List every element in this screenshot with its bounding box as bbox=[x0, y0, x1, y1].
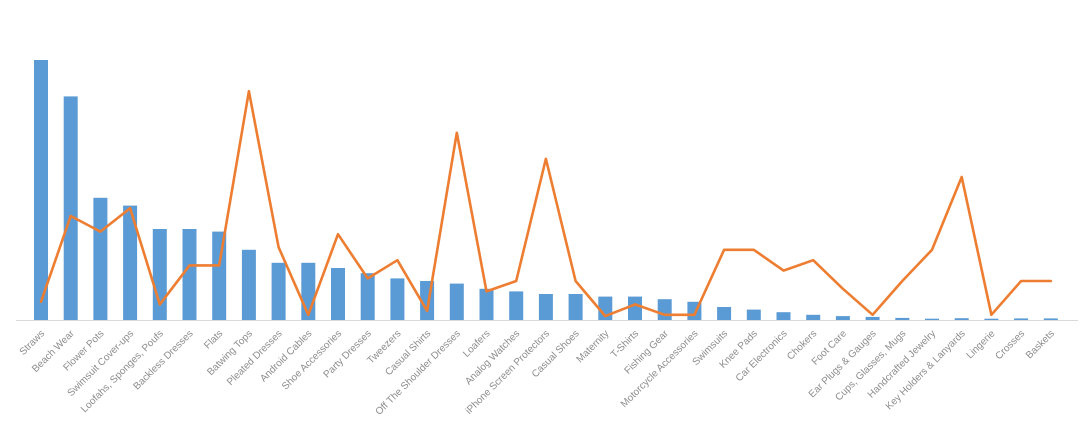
bar-fishing-gear bbox=[657, 299, 672, 320]
bar-ear-plugs-gauges bbox=[865, 316, 880, 320]
x-axis-label-crosses: Crosses bbox=[994, 328, 1028, 362]
bar-series-group bbox=[34, 60, 1058, 321]
bar-tweezers bbox=[390, 278, 405, 320]
bar-cups-glasses-mugs bbox=[895, 317, 910, 320]
bar-key-holders-lanyards bbox=[954, 318, 969, 320]
bar-batwing-tops bbox=[241, 249, 256, 320]
bar-flower-pots bbox=[93, 197, 108, 320]
bar-crosses bbox=[1014, 318, 1029, 320]
bar-straws bbox=[34, 60, 48, 320]
bar-swimsuit-cover-ups bbox=[123, 205, 138, 320]
bar-chokers bbox=[806, 314, 821, 320]
x-axis-label-android-cables: Android Cables bbox=[258, 328, 314, 384]
bar-t-shirts bbox=[628, 296, 642, 320]
bar-party-dresses bbox=[360, 273, 375, 320]
bar-shoe-accessories bbox=[331, 268, 345, 320]
x-axis-label-baskets: Baskets bbox=[1024, 328, 1057, 361]
bar-foot-care bbox=[835, 316, 850, 320]
bar-loofahs-sponges-poufs bbox=[152, 229, 167, 320]
x-axis-label-lingerie: Lingerie bbox=[965, 328, 998, 361]
bar-pleated-dresses bbox=[271, 262, 286, 320]
bar-car-electronics bbox=[776, 312, 791, 320]
bar-casual-shoes bbox=[568, 294, 583, 320]
bar-analog-watches bbox=[509, 291, 524, 320]
bar-beach-wear bbox=[63, 96, 78, 321]
line-series-path bbox=[39, 89, 1053, 318]
bar-lingerie bbox=[984, 318, 999, 320]
bar-backless-dresses bbox=[182, 229, 197, 320]
x-axis-label-flats: Flats bbox=[202, 328, 225, 351]
bar-flats bbox=[212, 231, 227, 320]
x-axis-label-car-electronics: Car Electronics bbox=[734, 328, 790, 384]
bar-off-the-shoulder-dresses bbox=[449, 283, 464, 320]
bar-iphone-screen-protectors bbox=[538, 294, 553, 320]
line-series-group bbox=[39, 89, 1053, 318]
bar-knee-pads bbox=[746, 309, 761, 320]
x-axis-label-maternity: Maternity bbox=[575, 328, 612, 365]
bar-loafers bbox=[479, 288, 494, 320]
bar-swimsuits bbox=[717, 307, 732, 320]
bar-handcrafted-jewelry bbox=[925, 318, 939, 320]
bar-baskets bbox=[1043, 318, 1058, 320]
